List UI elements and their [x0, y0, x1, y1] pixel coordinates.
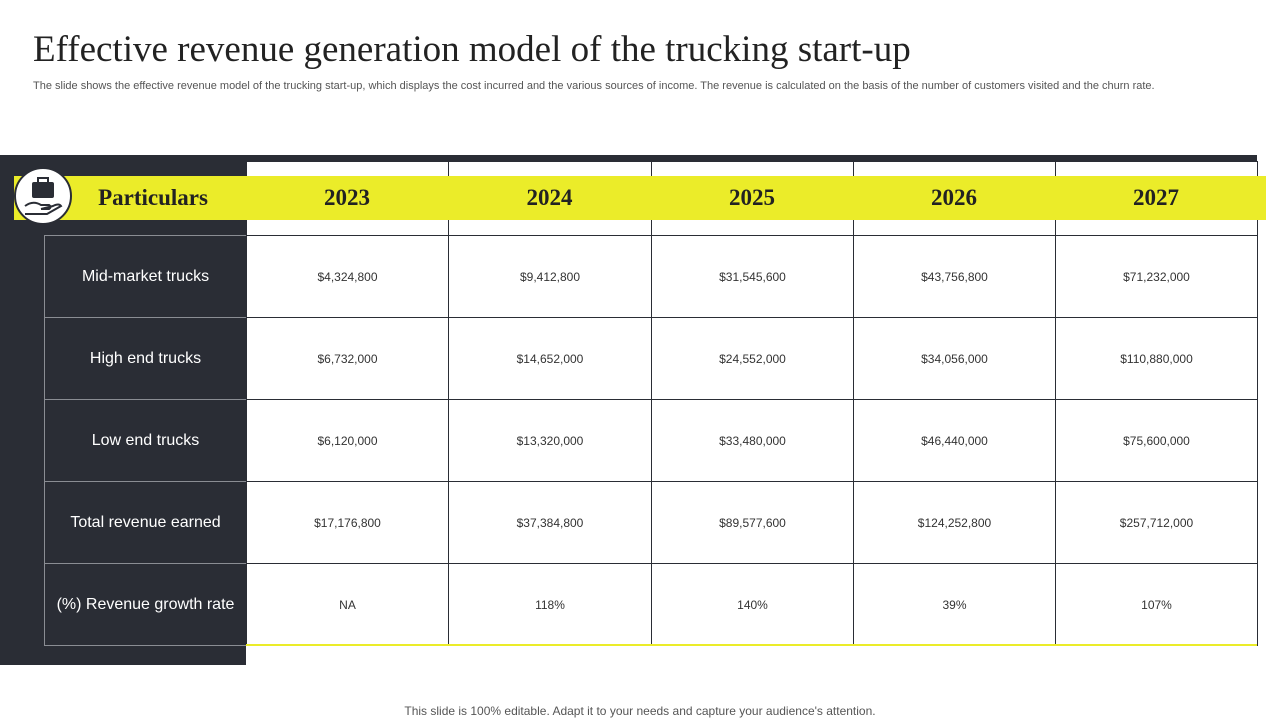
cell: 140%: [651, 563, 854, 646]
cell: $43,756,800: [853, 235, 1056, 318]
bottom-line: [246, 644, 1257, 646]
cell: $4,324,800: [246, 235, 449, 318]
cell: 118%: [448, 563, 652, 646]
cell: $6,120,000: [246, 399, 449, 482]
cell: $34,056,000: [853, 317, 1056, 400]
top-bar: [246, 155, 1257, 161]
cell: $75,600,000: [1055, 399, 1258, 482]
cell: $46,440,000: [853, 399, 1056, 482]
cell: $33,480,000: [651, 399, 854, 482]
row-label: Total revenue earned: [44, 481, 247, 564]
header-cell: 2026: [931, 185, 977, 210]
cell: $89,577,600: [651, 481, 854, 564]
cell: $17,176,800: [246, 481, 449, 564]
cell: $257,712,000: [1055, 481, 1258, 564]
subtitle: The slide shows the effective revenue mo…: [33, 80, 1155, 92]
cell: NA: [246, 563, 449, 646]
cell: $37,384,800: [448, 481, 652, 564]
header-cell: 2024: [526, 185, 573, 210]
cell: $24,552,000: [651, 317, 854, 400]
cell: $31,545,600: [651, 235, 854, 318]
cell: $13,320,000: [448, 399, 652, 482]
cell: $14,652,000: [448, 317, 652, 400]
header-band: [14, 176, 1266, 220]
cell: $9,412,800: [448, 235, 652, 318]
header-cell: 2027: [1133, 185, 1179, 210]
row-label: (%) Revenue growth rate: [44, 563, 247, 646]
cell: $110,880,000: [1055, 317, 1258, 400]
footer: This slide is 100% editable. Adapt it to…: [404, 704, 876, 718]
cell: $124,252,800: [853, 481, 1056, 564]
title: Effective revenue generation model of th…: [33, 29, 911, 70]
header-cell: 2023: [324, 185, 370, 210]
header-cell: 2025: [729, 185, 775, 210]
row-label: Low end trucks: [44, 399, 247, 482]
cell: $6,732,000: [246, 317, 449, 400]
row-label: High end trucks: [44, 317, 247, 400]
icon: [14, 167, 72, 225]
cell: $71,232,000: [1055, 235, 1258, 318]
cell: 107%: [1055, 563, 1258, 646]
header-cell: Particulars: [98, 185, 208, 210]
row-label: Mid-market trucks: [44, 235, 247, 318]
cell: 39%: [853, 563, 1056, 646]
